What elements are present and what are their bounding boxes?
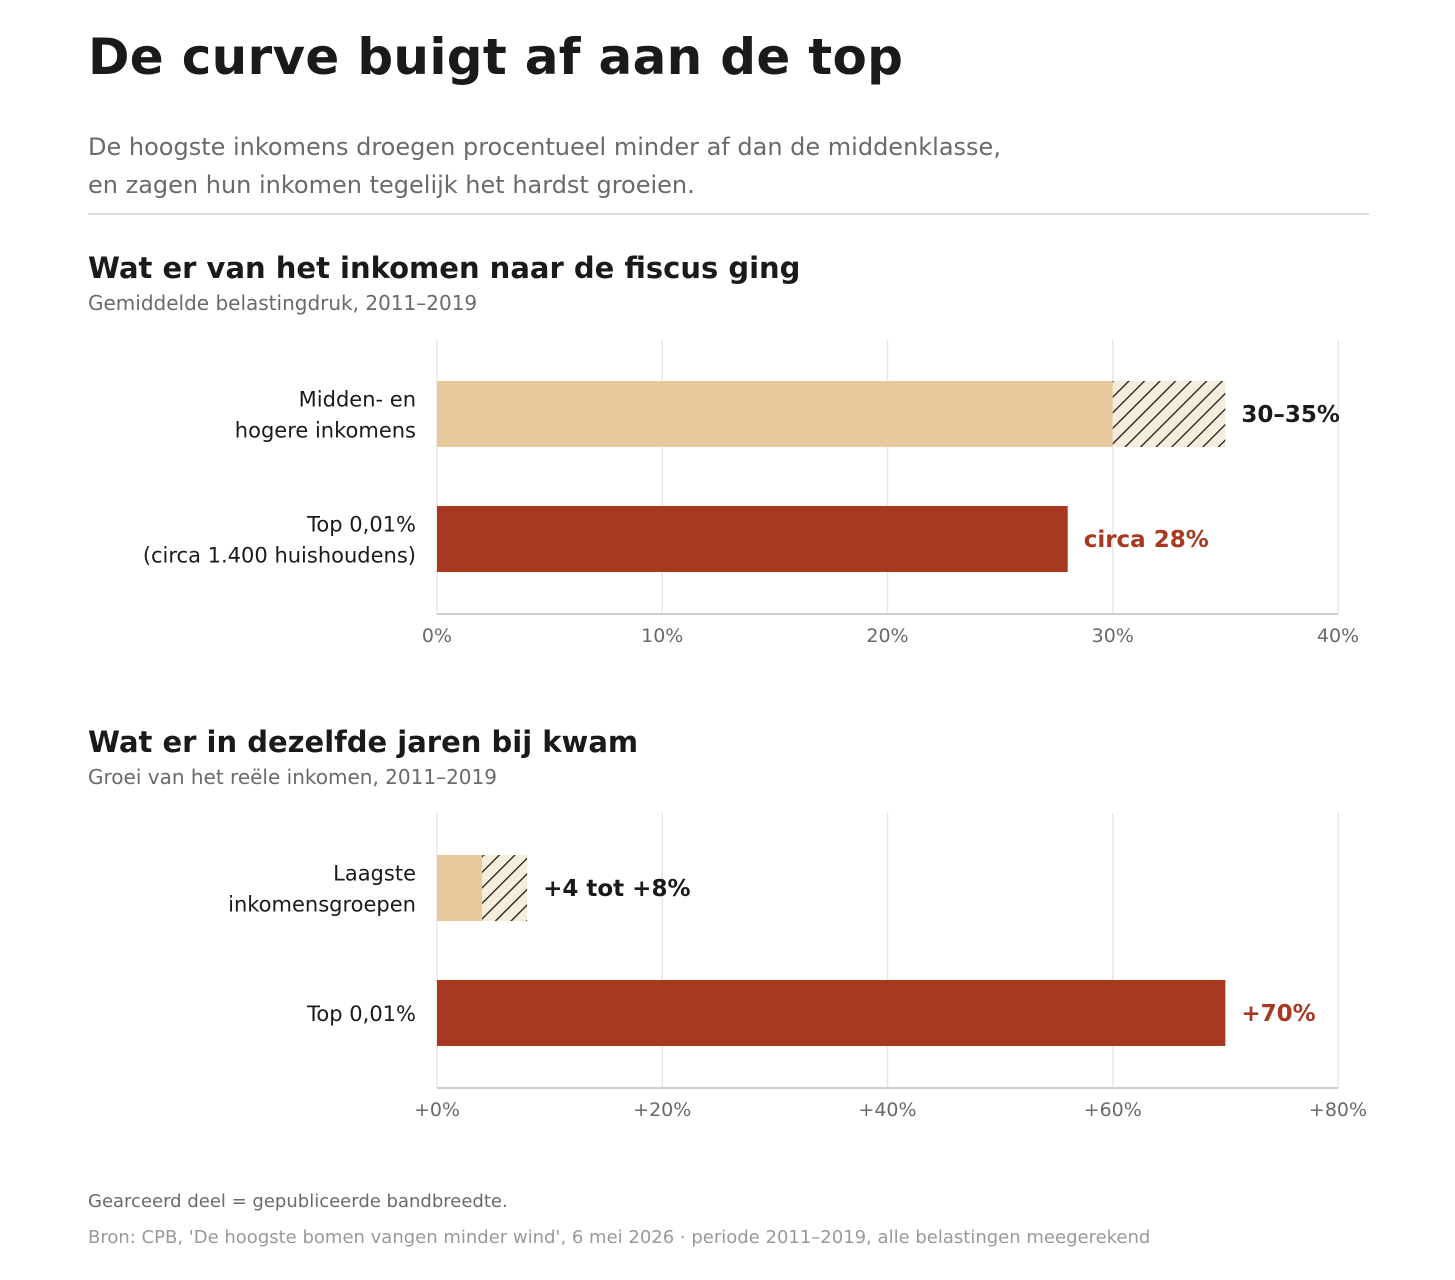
- page-subtitle: De hoogste inkomens droegen procentueel …: [88, 128, 1001, 204]
- category-label: Laagste: [333, 862, 416, 886]
- data-label: 30–35%: [1241, 402, 1340, 428]
- subtitle-line-1: De hoogste inkomens droegen procentueel …: [88, 133, 1001, 161]
- bar-range-hatch: [1112, 381, 1226, 447]
- header-divider: [88, 213, 1369, 215]
- growth-chart-subtitle: Groei van het reële inkomen, 2011–2019: [88, 765, 497, 789]
- tick-label: +80%: [1309, 1099, 1367, 1121]
- tick-label: 30%: [1092, 625, 1134, 647]
- tax-chart-subtitle: Gemiddelde belastingdruk, 2011–2019: [88, 291, 478, 315]
- tick-label: +0%: [414, 1099, 460, 1121]
- tax-chart-title: Wat er van het inkomen naar de fiscus gi…: [88, 251, 801, 285]
- data-label: circa 28%: [1084, 527, 1209, 553]
- category-label: (circa 1.400 huishoudens): [143, 544, 416, 568]
- chart-1: 0% 10% 20% 30% 40% 30–35% Midden- en hogere ink…: [143, 340, 1359, 647]
- bar: [437, 381, 1113, 447]
- bar: [437, 980, 1226, 1046]
- chart-2: +0% +20% +40% +60% +80% +4 tot +8% Laagste inko…: [228, 813, 1367, 1121]
- source-note: Bron: CPB, 'De hoogste bomen vangen mind…: [88, 1227, 1151, 1248]
- category-label: inkomensgroepen: [228, 893, 416, 917]
- bar: [437, 855, 483, 921]
- tick-label: 40%: [1317, 625, 1359, 647]
- tick-label: 0%: [422, 625, 452, 647]
- bar-range-hatch: [482, 855, 528, 921]
- tick-label: 10%: [641, 625, 683, 647]
- bar: [437, 506, 1068, 572]
- tick-label: +40%: [858, 1099, 916, 1121]
- subtitle-line-2: en zagen hun inkomen tegelijk het hardst…: [88, 171, 695, 199]
- tick-label: 20%: [866, 625, 908, 647]
- tick-label: +60%: [1084, 1099, 1142, 1121]
- hatch-footnote: Gearceerd deel = gepubliceerde bandbreed…: [88, 1191, 508, 1212]
- growth-chart-title: Wat er in dezelfde jaren bij kwam: [88, 725, 639, 759]
- data-label: +70%: [1241, 1001, 1315, 1027]
- category-label: hogere inkomens: [235, 419, 416, 443]
- data-label: +4 tot +8%: [543, 876, 690, 902]
- category-label: Midden- en: [299, 388, 416, 412]
- category-label: Top 0,01%: [306, 1002, 416, 1026]
- page-title: De curve buigt af aan de top: [88, 28, 904, 86]
- category-label: Top 0,01%: [306, 513, 416, 537]
- tick-label: +20%: [633, 1099, 691, 1121]
